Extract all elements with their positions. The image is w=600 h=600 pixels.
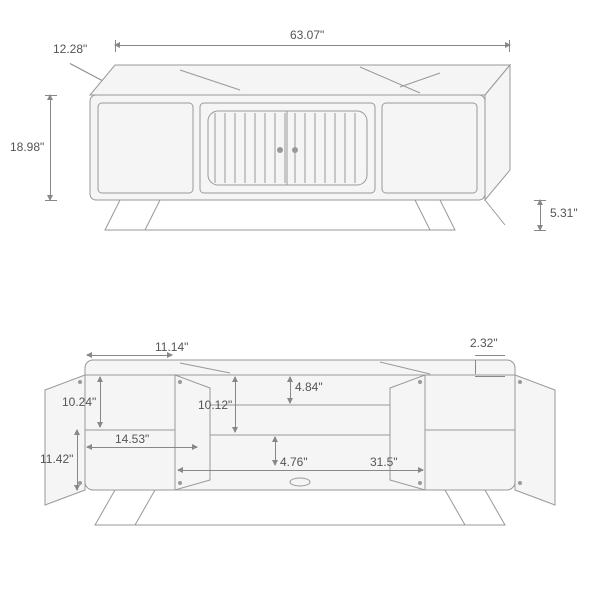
dim-height-line — [50, 95, 51, 200]
dim-door-open: 14.53" — [115, 432, 149, 446]
bottom-view: 11.14" 2.32" 10.24" 10.12" 4.84" 11.42" … — [0, 300, 600, 600]
dim-shelf-gap: 4.84" — [295, 380, 323, 394]
dim-lower-h-line — [77, 430, 78, 490]
top-view: 63.07" 12.28" 18.98" 5.31" — [0, 0, 600, 280]
dim-shelf-gap-line — [290, 377, 291, 403]
dim-door-open-line — [87, 447, 197, 448]
dim-door-w: 11.14" — [155, 340, 188, 354]
dim-leg: 5.31" — [550, 206, 578, 220]
dim-width-line — [115, 45, 510, 46]
dim-center-upper-line — [235, 377, 236, 432]
dim-width: 63.07" — [290, 28, 324, 42]
dim-top-thick-line — [475, 360, 476, 374]
dim-inner-w-line — [178, 470, 423, 471]
dim-lower-h: 11.42" — [40, 452, 73, 466]
dim-height: 18.98" — [10, 140, 44, 154]
cabinet-closed — [60, 55, 540, 255]
dim-leg-line — [540, 200, 541, 230]
dim-center-lower: 4.76" — [280, 455, 308, 469]
dim-center-lower-line — [275, 437, 276, 465]
dim-depth: 12.28" — [53, 42, 87, 56]
dim-upper-h: 10.24" — [62, 395, 96, 409]
dim-center-upper: 10.12" — [198, 398, 232, 412]
dim-door-w-line — [87, 355, 172, 356]
dim-top-thick: 2.32" — [470, 336, 498, 350]
dim-upper-h-line — [100, 377, 101, 427]
dim-inner-w: 31.5" — [370, 455, 398, 469]
